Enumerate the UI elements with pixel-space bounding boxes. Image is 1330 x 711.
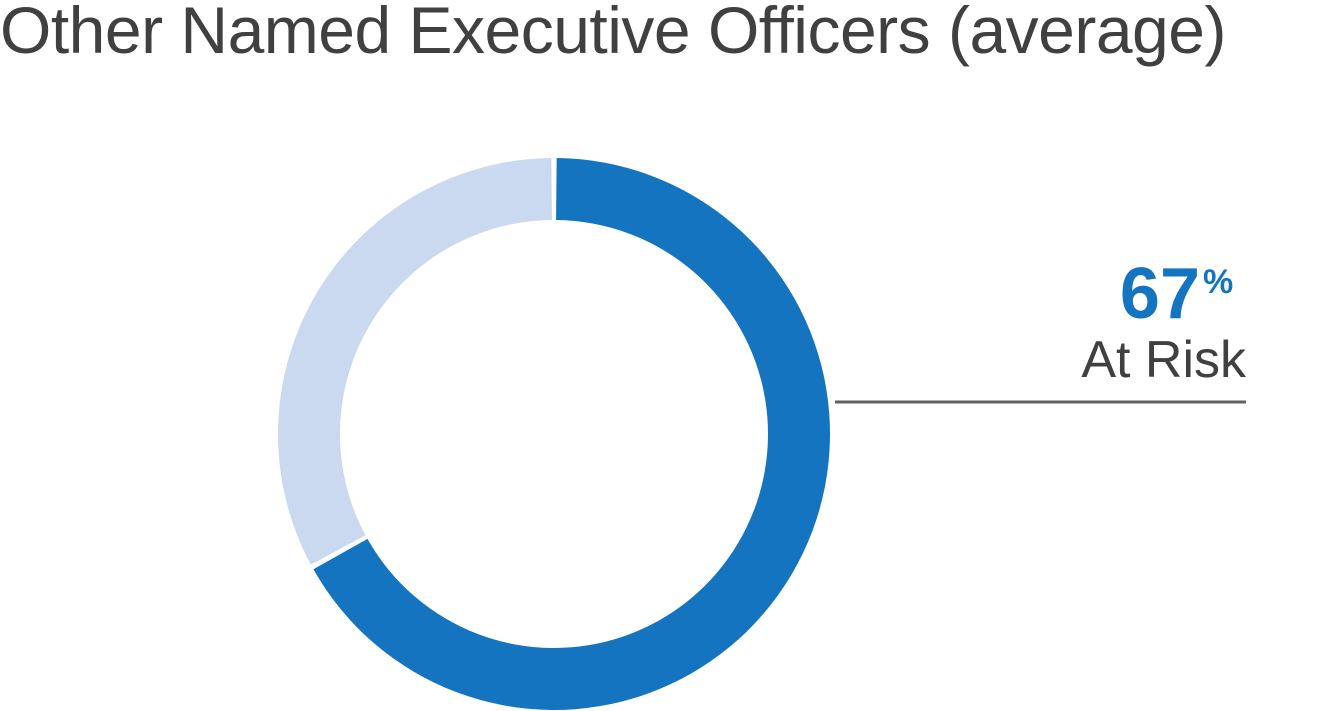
chart-title: Other Named Executive Officers (average) (0, 0, 1226, 67)
donut-slice-remainder (277, 158, 552, 565)
callout-label: At Risk (1081, 331, 1247, 389)
callout-value: 67 (1120, 254, 1200, 334)
donut-slices (277, 158, 830, 711)
callout-text: 67 (1120, 254, 1200, 334)
callout-unit: % (1203, 263, 1233, 301)
